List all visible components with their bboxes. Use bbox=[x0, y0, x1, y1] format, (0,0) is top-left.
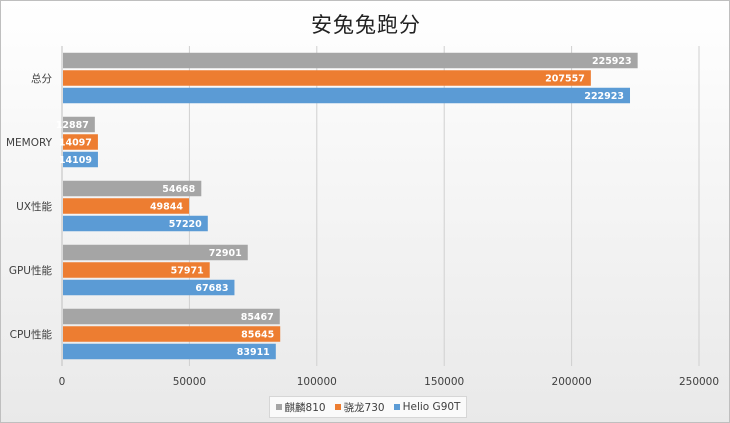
legend-label: Helio G90T bbox=[402, 401, 461, 413]
data-label: 14109 bbox=[59, 155, 92, 166]
x-tick-label: 150000 bbox=[424, 376, 464, 388]
data-label: 207557 bbox=[545, 74, 585, 85]
bar bbox=[63, 70, 591, 86]
data-label: 54668 bbox=[162, 184, 195, 195]
data-label: 225923 bbox=[592, 56, 632, 67]
category-label: UX性能 bbox=[16, 200, 52, 213]
bar bbox=[63, 279, 235, 296]
chart-title: 安兔兔跑分 bbox=[311, 13, 421, 37]
bar bbox=[63, 87, 631, 104]
data-label: 14097 bbox=[59, 138, 92, 149]
legend-label: 麒麟810 bbox=[284, 401, 326, 414]
data-label: 12887 bbox=[56, 120, 89, 131]
bar bbox=[63, 116, 95, 133]
category-label: CPU性能 bbox=[10, 328, 53, 341]
bar bbox=[63, 244, 248, 261]
legend-swatch bbox=[334, 404, 341, 410]
bar bbox=[63, 262, 210, 278]
legend: 麒麟810 骁龙730 Helio G90T bbox=[269, 396, 467, 418]
category-label: MEMORY bbox=[6, 137, 53, 149]
data-label: 72901 bbox=[209, 248, 242, 259]
bar bbox=[63, 134, 98, 150]
bar bbox=[63, 151, 98, 168]
x-tick-label: 200000 bbox=[552, 376, 592, 388]
category-label: 总分 bbox=[31, 72, 52, 85]
x-tick-label: 50000 bbox=[173, 376, 206, 388]
bar bbox=[63, 180, 202, 197]
x-tick-label: 0 bbox=[59, 376, 66, 388]
legend-item: 骁龙730 bbox=[334, 400, 385, 415]
legend-label: 骁龙730 bbox=[343, 401, 385, 414]
data-label: 49844 bbox=[150, 202, 183, 213]
legend-item: Helio G90T bbox=[393, 401, 461, 413]
bar bbox=[63, 215, 208, 232]
data-label: 57220 bbox=[169, 219, 202, 230]
data-label: 57971 bbox=[171, 266, 204, 277]
category-label: GPU性能 bbox=[9, 264, 53, 277]
data-label: 222923 bbox=[584, 91, 624, 102]
legend-swatch bbox=[275, 404, 282, 410]
x-tick-label: 100000 bbox=[297, 376, 337, 388]
bar bbox=[63, 326, 281, 342]
legend-swatch bbox=[393, 404, 400, 410]
x-tick-label: 250000 bbox=[679, 376, 719, 388]
legend-item: 麒麟810 bbox=[275, 400, 326, 415]
data-label: 67683 bbox=[195, 283, 228, 294]
bar bbox=[63, 343, 276, 360]
data-label: 85467 bbox=[241, 312, 274, 323]
data-label: 85645 bbox=[241, 330, 274, 341]
bar bbox=[63, 198, 190, 214]
bar bbox=[63, 52, 638, 69]
bar bbox=[63, 308, 280, 325]
data-label: 83911 bbox=[237, 347, 270, 358]
